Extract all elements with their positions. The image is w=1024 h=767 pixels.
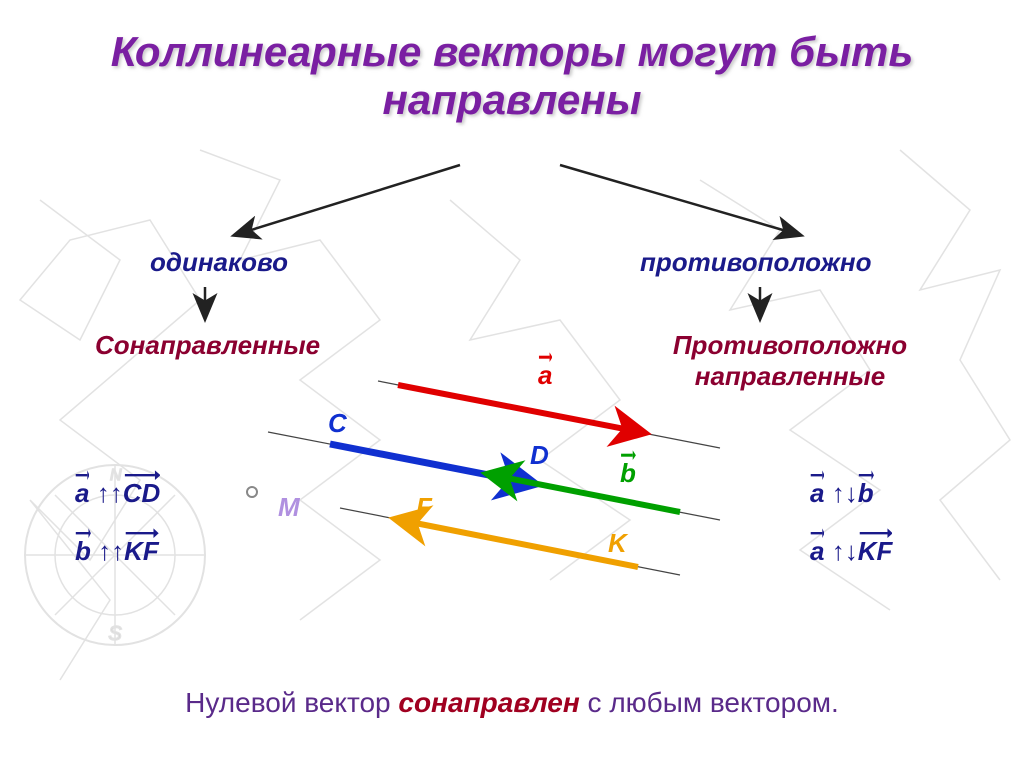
label-C: C <box>328 408 347 439</box>
label-b: b <box>620 458 636 489</box>
page-title: Коллинеарные векторы могут быть направле… <box>0 0 1024 125</box>
label-D: D <box>530 440 549 471</box>
footer-highlight: сонаправлен <box>398 687 579 718</box>
notation-right-2: a ↑↓ KF <box>810 536 892 567</box>
notation-left-1: a ↑↑ CD <box>75 478 160 509</box>
point-M <box>246 486 258 498</box>
title-line1: Коллинеарные векторы могут быть <box>111 28 914 75</box>
footer-prefix: Нулевой вектор <box>185 687 398 718</box>
sub-left-label: Сонаправленные <box>95 330 320 361</box>
label-K: K <box>608 528 627 559</box>
label-F: F <box>416 492 432 523</box>
sub-right-label: Противоположно направленные <box>640 330 940 392</box>
notation-right-1: a ↑↓ b <box>810 478 874 509</box>
footer-suffix: с любым вектором. <box>580 687 839 718</box>
label-a: a <box>538 360 552 391</box>
footer-note: Нулевой вектор сонаправлен с любым векто… <box>0 687 1024 719</box>
notation-left-2: b ↑↑ KF <box>75 536 159 567</box>
branch-right-label: противоположно <box>640 247 871 278</box>
label-M: M <box>278 492 300 523</box>
title-line2: направлены <box>383 76 642 123</box>
branch-left-label: одинаково <box>150 247 288 278</box>
